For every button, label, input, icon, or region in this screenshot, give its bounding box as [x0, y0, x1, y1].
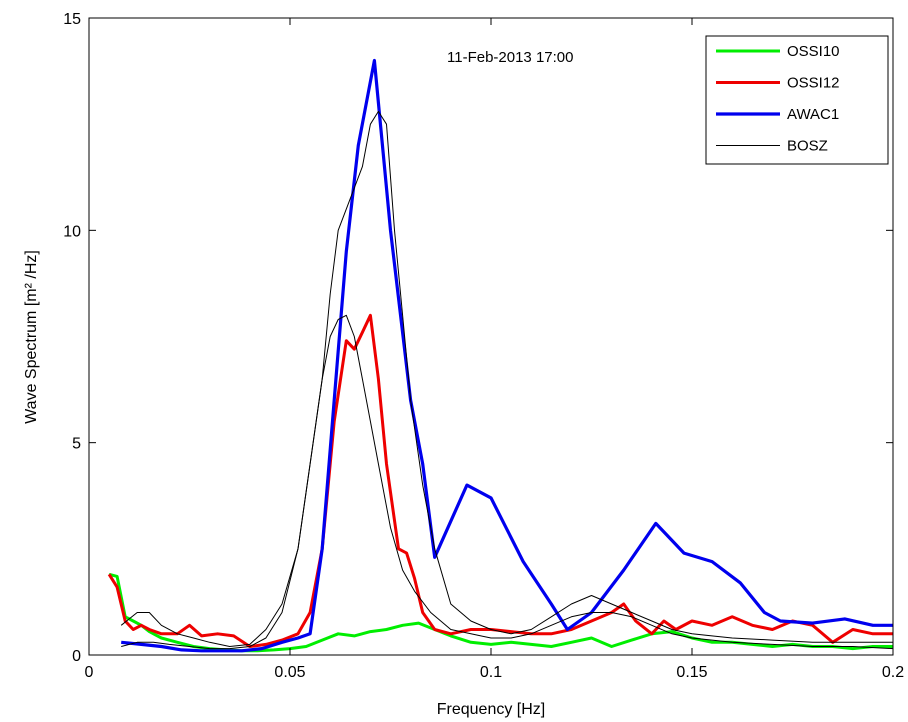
series-line-1: [107, 313, 893, 648]
x-axis-label: Frequency [Hz]: [437, 701, 545, 718]
series-line-3: [120, 110, 893, 647]
series-line-2: [121, 58, 893, 653]
x-tick-label: 0.1: [480, 664, 502, 681]
ticks-layer: 0 0.05 0.1 0.15 0.2 0 5 10 15: [63, 11, 904, 681]
legend-label: OSSI10: [787, 43, 840, 60]
series-layer: [107, 58, 894, 653]
legend-box: [705, 35, 889, 165]
chart-annotation: 11-Feb-2013 17:00: [447, 49, 573, 66]
x-tick-label: 0.2: [882, 664, 904, 681]
legend: OSSI10 OSSI12 AWAC1 BOSZ: [705, 35, 889, 165]
y-tick-label: 10: [63, 223, 81, 240]
y-tick-label: 5: [72, 436, 81, 453]
x-tick-label: 0: [85, 664, 94, 681]
legend-label: AWAC1: [787, 106, 839, 123]
legend-label: OSSI12: [787, 75, 840, 92]
x-tick-label: 0.05: [274, 664, 305, 681]
x-tick-label: 0.15: [676, 664, 707, 681]
series-line-4: [121, 314, 894, 650]
legend-label: BOSZ: [787, 138, 828, 155]
y-axis-label: Wave Spectrum [m² /Hz]: [23, 250, 40, 424]
y-tick-label: 15: [63, 11, 81, 28]
y-tick-label: 0: [72, 648, 81, 665]
